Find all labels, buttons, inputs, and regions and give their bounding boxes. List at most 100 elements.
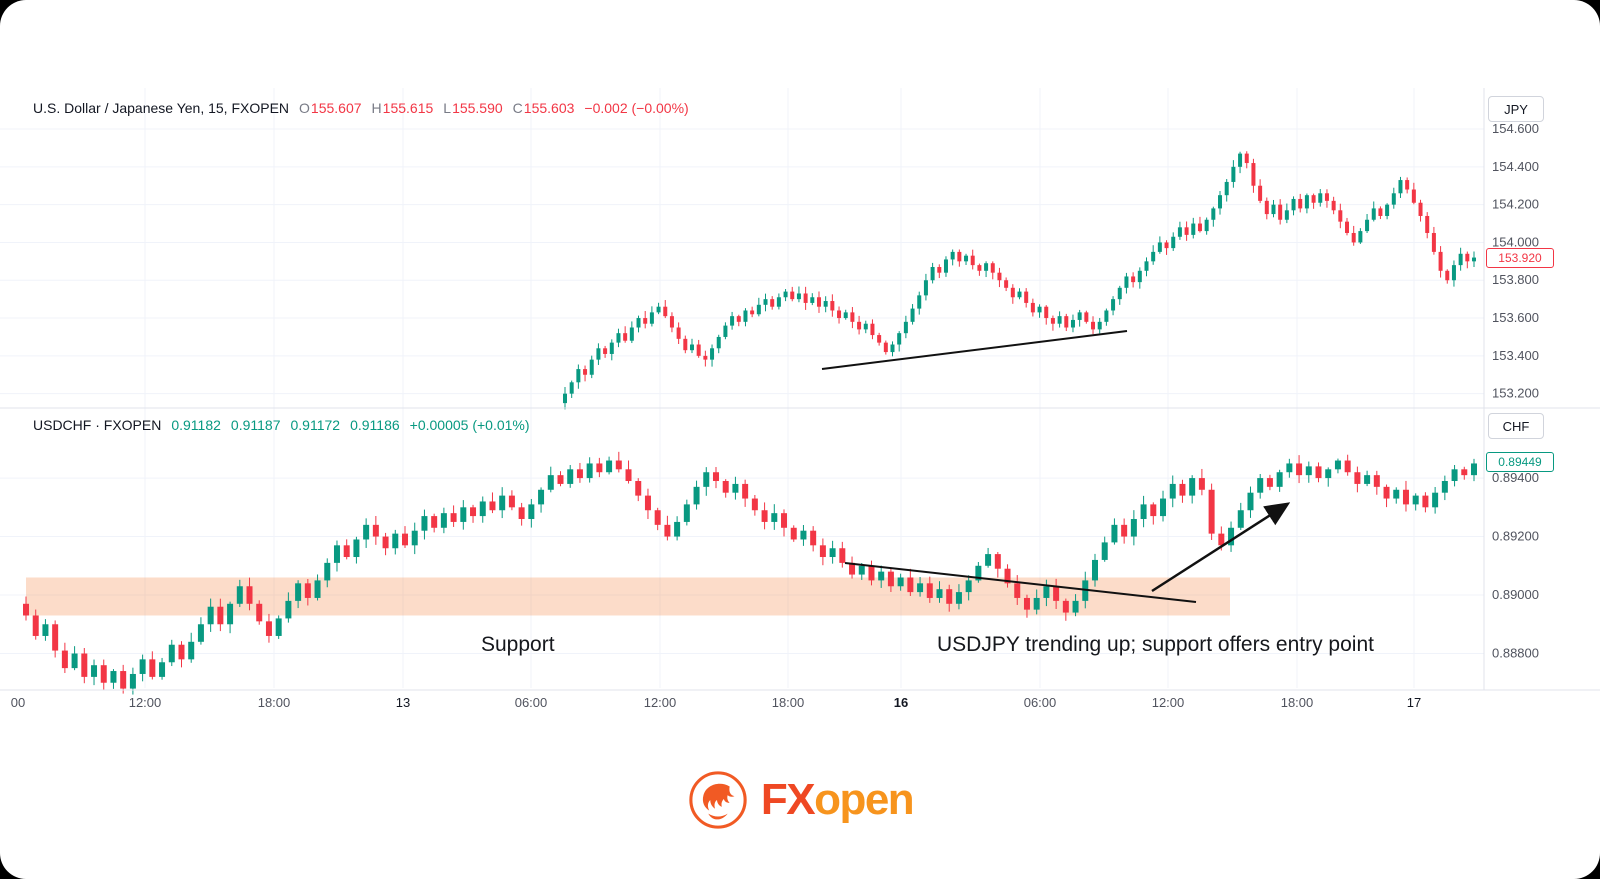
candle-body — [1231, 166, 1236, 182]
candle-body — [1451, 469, 1458, 481]
candle-body — [712, 472, 719, 481]
time-axis-label: 06:00 — [1024, 695, 1057, 710]
candle-body — [943, 259, 948, 273]
candle-body — [1111, 524, 1118, 543]
candle-body — [870, 323, 875, 336]
candle-body — [1411, 189, 1416, 203]
candle-body — [314, 580, 321, 598]
price-axis-label: 0.89000 — [1492, 587, 1539, 602]
candle-body — [771, 513, 778, 522]
candle-body — [736, 316, 741, 322]
candle-body — [236, 586, 243, 604]
candle-body — [246, 586, 253, 604]
candle-body — [1218, 195, 1223, 209]
candle-body — [683, 504, 690, 522]
candle-body — [508, 495, 515, 508]
candle-body — [538, 489, 545, 505]
ohlc-value: 155.615 — [382, 100, 434, 116]
candle-body — [528, 504, 535, 520]
entry-annotation-text[interactable]: USDJPY trending up; support offers entry… — [937, 633, 1374, 656]
price-axis-label: 0.88800 — [1492, 646, 1539, 661]
price-axis-label: 153.800 — [1492, 272, 1539, 287]
time-axis-label: 00 — [11, 695, 25, 710]
candle-body — [1091, 321, 1096, 330]
candle-body — [1111, 299, 1116, 311]
candle-body — [790, 527, 797, 540]
change-value: +0.00005 (+0.01%) — [409, 417, 530, 433]
candle-body — [295, 583, 302, 601]
usdjpy-legend[interactable]: U.S. Dollar / Japanese Yen, 15, FXOPEN O… — [33, 100, 689, 116]
candle-body — [32, 615, 39, 636]
candle-body — [178, 644, 185, 660]
candle-body — [1070, 319, 1075, 328]
candle-body — [23, 603, 29, 616]
candle-body — [636, 318, 641, 328]
candle-body — [857, 321, 862, 330]
candle-body — [1418, 202, 1423, 216]
candle-body — [1311, 195, 1316, 203]
ohlc-value: 155.590 — [452, 100, 503, 116]
candle-body — [1064, 316, 1069, 328]
price-axis-label: 154.600 — [1492, 121, 1539, 136]
candle-body — [583, 369, 588, 375]
candle-body — [1150, 504, 1157, 517]
candle-body — [1104, 310, 1109, 322]
candle-body — [722, 481, 729, 493]
usdjpy-trendline[interactable] — [821, 330, 1128, 370]
candle-body — [1014, 583, 1021, 598]
candle-body — [1097, 321, 1102, 330]
last-price-label-usdchf: 0.89449 — [1486, 452, 1554, 472]
usdchf-legend[interactable]: USDCHF · FXOPEN 0.91182 0.91187 0.91172 … — [33, 417, 530, 433]
ohlc-value: 155.607 — [310, 100, 362, 116]
candle-body — [81, 653, 88, 677]
candle-body — [1053, 586, 1060, 601]
candle-body — [917, 295, 922, 309]
candle-body — [1383, 486, 1390, 499]
ohlc-label: O — [299, 100, 310, 116]
candle-body — [1373, 475, 1380, 487]
candle-body — [1385, 204, 1390, 216]
entry-arrow[interactable] — [1151, 502, 1291, 593]
ohlc-open: O 155.607 — [299, 100, 362, 116]
candle-body — [1247, 492, 1254, 511]
candle-body — [1157, 242, 1162, 252]
candle-body — [964, 255, 969, 262]
candle-body — [1441, 481, 1448, 493]
candle-body — [285, 600, 292, 619]
candle-body — [955, 592, 962, 604]
candle-body — [689, 344, 694, 351]
candle-body — [606, 460, 613, 473]
support-annotation-text[interactable]: Support — [481, 633, 555, 656]
candle-body — [563, 393, 567, 404]
time-axis-label: 13 — [396, 695, 410, 710]
candle-body — [1391, 193, 1396, 205]
usdchf-trendline[interactable] — [844, 562, 1197, 603]
candle-body — [693, 486, 700, 505]
candle-body — [629, 327, 634, 341]
candle-body — [703, 355, 708, 360]
candle-body — [324, 562, 331, 581]
candle-body — [751, 498, 758, 511]
candle-body — [975, 565, 982, 581]
candle-body — [1191, 223, 1196, 235]
candle-body — [616, 333, 621, 343]
candle-body — [883, 342, 888, 353]
brand-open: open — [814, 775, 915, 824]
currency-badge-jpy[interactable]: JPY — [1488, 96, 1544, 122]
candle-body — [1144, 261, 1149, 271]
candle-body — [923, 280, 928, 296]
candle-body — [61, 650, 68, 669]
candle-body — [926, 583, 933, 598]
candle-body — [1338, 210, 1343, 222]
currency-badge-chf[interactable]: CHF — [1488, 413, 1544, 439]
candle-body — [1304, 195, 1309, 209]
time-axis-label: 18:00 — [258, 695, 291, 710]
candle-body — [1024, 291, 1029, 303]
candle-body — [770, 299, 775, 307]
candle-body — [382, 536, 389, 549]
candle-body — [1358, 231, 1363, 243]
candle-body — [1412, 495, 1419, 505]
ohlc-high: H 155.615 — [372, 100, 434, 116]
quote-value: 0.91187 — [230, 417, 281, 433]
